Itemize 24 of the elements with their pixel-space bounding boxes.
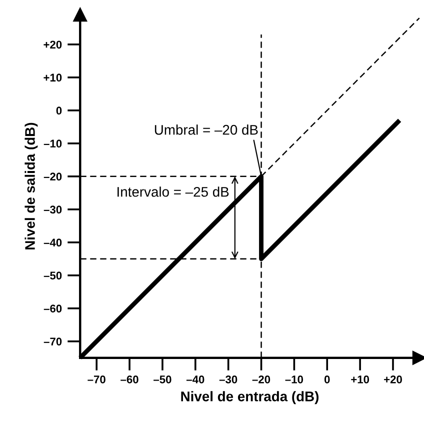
x-tick-label: –60 bbox=[120, 376, 138, 384]
y-tick-label: –30 bbox=[44, 206, 62, 214]
x-axis-title: Nivel de entrada (dB) bbox=[181, 391, 319, 404]
annotation: Umbral = –20 dB bbox=[154, 124, 258, 135]
y-tick-label: –70 bbox=[44, 338, 62, 346]
x-tick-label: –40 bbox=[186, 376, 204, 384]
y-tick-label: +10 bbox=[44, 74, 62, 82]
x-tick-label: –30 bbox=[219, 376, 238, 384]
y-tick-label: –50 bbox=[44, 272, 62, 280]
x-tick-label: +20 bbox=[384, 376, 402, 384]
x-tick-label: 0 bbox=[324, 376, 330, 384]
x-tick-label: –70 bbox=[88, 376, 106, 384]
annotation: Intervalo = –25 dB bbox=[118, 186, 229, 197]
y-tick-label: –40 bbox=[44, 238, 62, 247]
x-tick-label: –20 bbox=[252, 376, 270, 384]
y-axis-title: Nivel de salida (dB) bbox=[24, 122, 38, 250]
x-tick-label: –10 bbox=[285, 376, 304, 384]
y-tick-label: –20 bbox=[44, 172, 62, 181]
y-tick-label: –10 bbox=[44, 140, 62, 148]
x-tick-label: +10 bbox=[351, 376, 370, 384]
y-tick-label: –60 bbox=[44, 304, 62, 312]
y-tick-label: +20 bbox=[44, 40, 62, 49]
y-tick-label: 0 bbox=[56, 106, 62, 115]
x-tick-label: –50 bbox=[154, 376, 172, 384]
